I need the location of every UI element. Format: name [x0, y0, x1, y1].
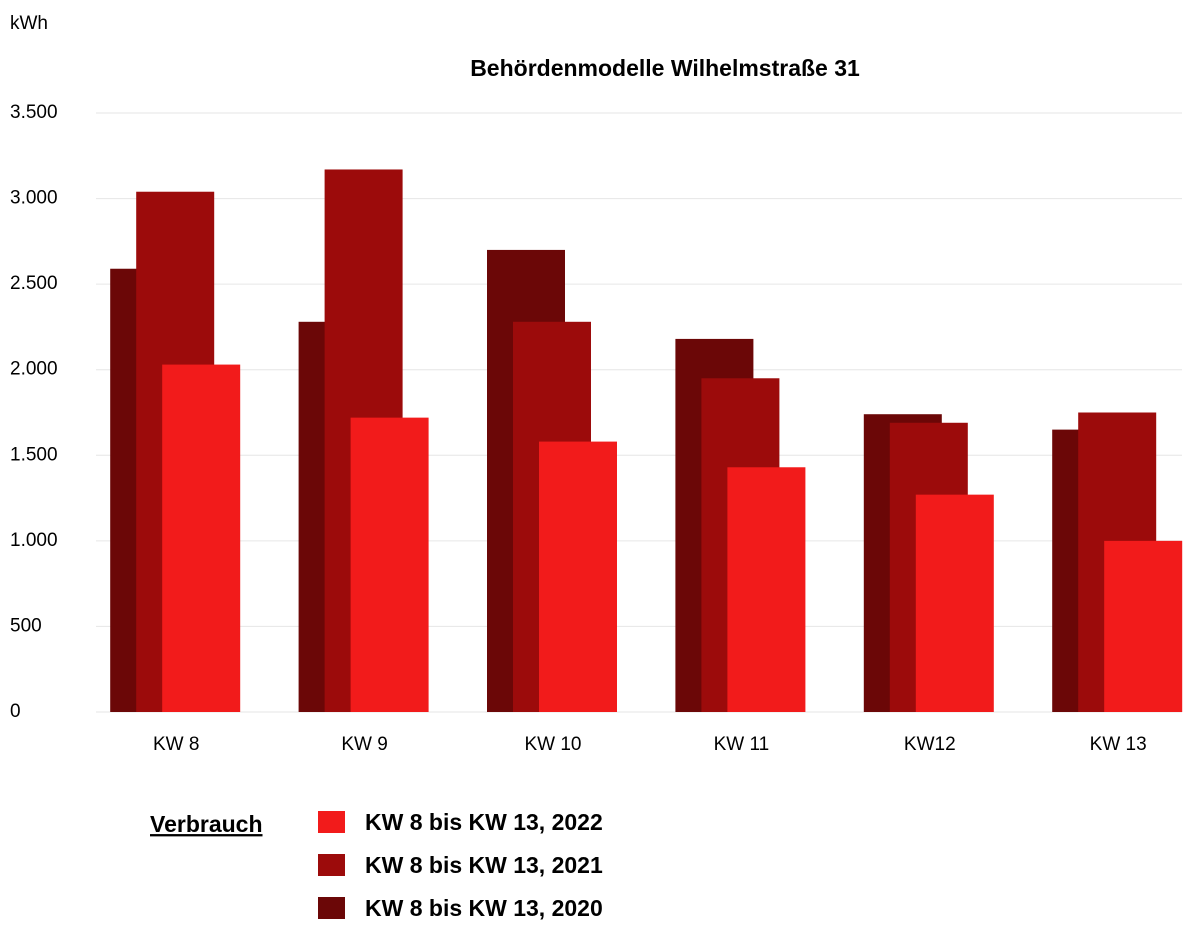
y-tick-label: 2.000: [10, 359, 58, 380]
y-tick-label: 3.000: [10, 188, 58, 209]
legend-label: KW 8 bis KW 13, 2020: [365, 895, 603, 921]
x-tick-label: KW 11: [714, 734, 770, 755]
legend-label: KW 8 bis KW 13, 2021: [365, 852, 603, 878]
y-tick-label: 3.500: [10, 102, 58, 123]
legend-title: Verbrauch: [150, 811, 263, 837]
legend-label: KW 8 bis KW 13, 2022: [365, 809, 603, 835]
y-tick-label: 1.500: [10, 444, 58, 465]
bar: [162, 364, 241, 712]
bar: [727, 467, 806, 712]
bar: [350, 417, 429, 712]
y-tick-label: 1.000: [10, 530, 58, 551]
x-tick-label: KW 13: [1090, 734, 1147, 755]
y-tick-label: 0: [10, 701, 21, 722]
bar: [1104, 540, 1183, 712]
x-tick-label: KW 8: [153, 734, 199, 755]
bar: [915, 494, 994, 712]
legend-swatch: [318, 897, 345, 919]
x-tick-label: KW 10: [524, 734, 581, 755]
y-tick-label: 2.500: [10, 273, 58, 294]
legend-swatch: [318, 811, 345, 833]
y-tick-label: 500: [10, 615, 42, 636]
legend-swatch: [318, 854, 345, 876]
bar: [539, 441, 617, 712]
x-tick-label: KW12: [904, 734, 956, 755]
y-axis-label: kWh: [10, 13, 48, 34]
x-tick-label: KW 9: [341, 734, 387, 755]
chart-title: Behördenmodelle Wilhelmstraße 31: [470, 55, 860, 81]
